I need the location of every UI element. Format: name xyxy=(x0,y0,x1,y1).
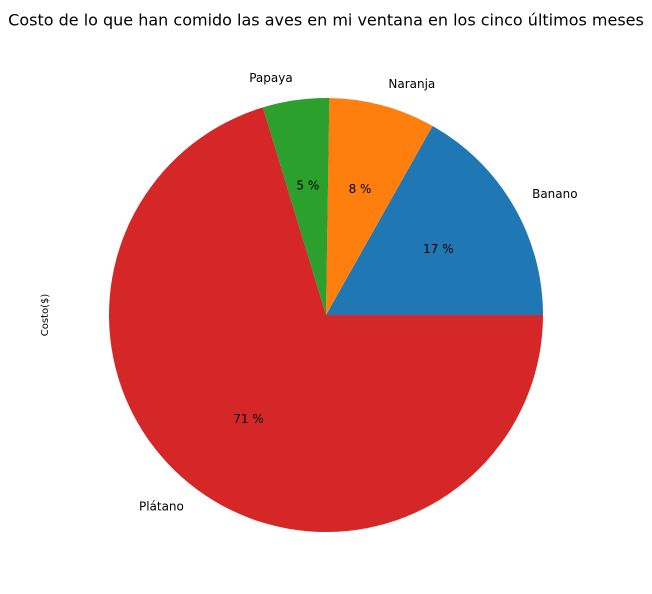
y-axis-label: Costo($) xyxy=(40,294,51,337)
percent-label: 5 % xyxy=(296,179,319,193)
pie-labels: Banano 17 % Naranja 8 % Papaya 5 % Plátano 71 % xyxy=(139,71,578,513)
category-label: Banano xyxy=(532,187,578,201)
percent-label: 71 % xyxy=(233,412,264,426)
category-label: Plátano xyxy=(139,499,184,513)
category-label: Naranja xyxy=(388,77,435,91)
chart-title: Costo de lo que han comido las aves en m… xyxy=(8,11,644,30)
pie-slice-banano xyxy=(326,125,543,316)
pie-slice-papaya xyxy=(262,98,330,315)
category-label: Papaya xyxy=(249,71,292,85)
pie-slice-naranja xyxy=(326,98,433,315)
percent-label: 17 % xyxy=(423,242,454,256)
pie-slices xyxy=(108,98,543,533)
percent-label: 8 % xyxy=(349,182,372,196)
pie-slice-platano xyxy=(108,107,543,533)
